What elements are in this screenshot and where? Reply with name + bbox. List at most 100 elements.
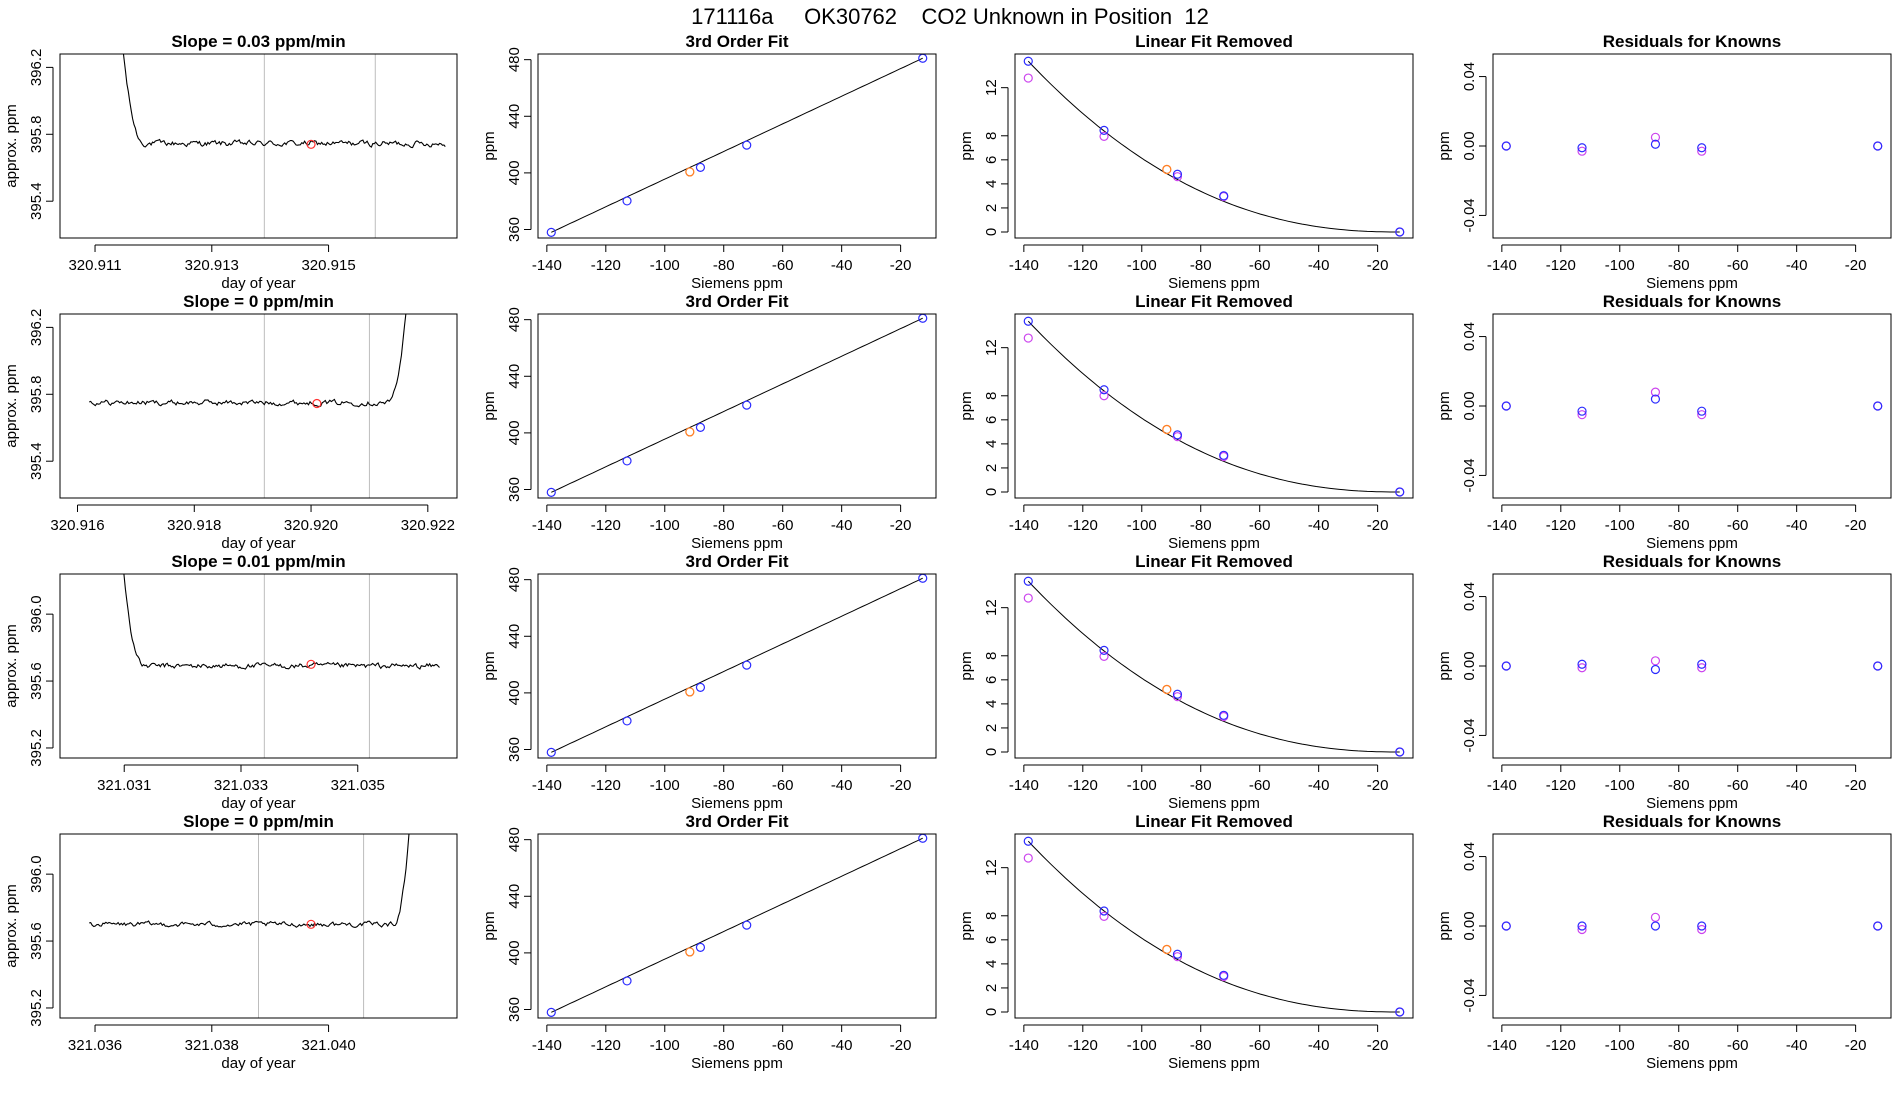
y-tick-label: -0.04 [1461, 978, 1478, 1012]
y-tick-label: 480 [506, 567, 523, 592]
plot-frame [1492, 573, 1892, 759]
x-tick-label: -20 [890, 517, 912, 534]
standard-point-blue [622, 196, 632, 206]
x-tick-label: -80 [713, 257, 735, 274]
unknown-point [685, 687, 695, 697]
standard-point-blue [1873, 921, 1883, 931]
x-axis-label: Siemens ppm [1646, 535, 1738, 552]
x-tick-label: -120 [1546, 777, 1576, 794]
y-tick-label: 8 [983, 652, 1000, 660]
standard-point-violet [1650, 132, 1661, 142]
x-tick-label: -20 [1367, 517, 1389, 534]
standard-point-blue [1219, 970, 1229, 980]
y-tick-label: 0.00 [1461, 131, 1478, 160]
y-axis-label: ppm [1436, 391, 1453, 420]
standard-point-blue [1219, 710, 1229, 720]
x-tick-label: 320.920 [284, 517, 338, 534]
standard-point-violet [1099, 911, 1109, 921]
standard-point-blue [918, 574, 928, 583]
x-tick-label: -60 [1249, 1037, 1271, 1054]
x-axis-label: Siemens ppm [1168, 275, 1260, 292]
standard-point-blue [1697, 143, 1707, 153]
y-axis-label: ppm [481, 391, 498, 420]
x-axis-label: Siemens ppm [691, 1055, 783, 1072]
x-tick-label: -80 [713, 1037, 735, 1054]
figure-title: 171116a OK30762 CO2 Unknown in Position … [691, 4, 1209, 29]
standard-point-blue [1873, 141, 1883, 151]
y-tick-label: 396.2 [28, 49, 45, 87]
plot-area [1023, 836, 1405, 1017]
x-tick-label: -80 [1190, 777, 1212, 794]
standard-point-violet [1577, 924, 1587, 935]
standard-point-blue [1577, 143, 1587, 153]
panel-3-3: Residuals for Knowns -140 -120 -100 -80 -60 -4… [1436, 812, 1892, 1072]
y-tick-label: 12 [983, 599, 1000, 616]
y-axis-label: ppm [481, 131, 498, 160]
x-tick-label: -120 [1546, 257, 1576, 274]
y-tick-label: 440 [506, 364, 523, 389]
plot-area [88, 314, 407, 498]
x-axis-label: Siemens ppm [1646, 1055, 1738, 1072]
unknown-point [1162, 424, 1172, 435]
x-tick-label: -100 [1127, 777, 1157, 794]
plot-frame [1492, 313, 1892, 499]
panel-0-2: Linear Fit Removed -140 -120 -100 -80 -60 -40 -… [958, 32, 1414, 292]
x-axis-label: Siemens ppm [691, 795, 783, 812]
x-tick-label: -40 [1786, 777, 1808, 794]
standard-point-blue [1577, 406, 1587, 416]
fit-curve [1027, 320, 1400, 493]
standard-point-blue [918, 834, 928, 843]
standard-point-blue [742, 400, 752, 410]
x-tick-label: -140 [532, 777, 562, 794]
panel-2-1: 3rd Order Fit -140 -120 -100 -80 -60 -40 -20 Sie… [481, 552, 937, 812]
panel-2-0: Slope = 0.01 ppm/min 321.031 321.033 321.03… [3, 552, 458, 812]
standard-point-violet [1577, 146, 1587, 156]
concentration-trace [88, 314, 407, 408]
panel-title: Residuals for Knowns [1603, 292, 1782, 311]
standard-point-blue [1650, 139, 1661, 149]
y-tick-label: 8 [983, 392, 1000, 400]
x-tick-label: 320.922 [401, 517, 455, 534]
standard-point-blue [1650, 664, 1661, 675]
x-tick-label: 321.038 [185, 1037, 239, 1054]
x-tick-label: -120 [591, 777, 621, 794]
x-tick-label: -120 [1546, 517, 1576, 534]
x-tick-label: -120 [1068, 1037, 1098, 1054]
y-tick-label: 400 [506, 680, 523, 705]
plot-area [546, 834, 928, 1017]
unknown-point [1162, 164, 1172, 175]
plot-frame [59, 833, 458, 1019]
plot-area [122, 54, 446, 238]
y-tick-label: 480 [506, 47, 523, 72]
y-tick-label: 0.04 [1461, 62, 1478, 91]
panel-title: Linear Fit Removed [1135, 552, 1293, 571]
x-axis-label: Siemens ppm [1168, 795, 1260, 812]
x-tick-label: -60 [1727, 1037, 1749, 1054]
x-tick-label: -20 [1367, 777, 1389, 794]
y-tick-label: 360 [506, 737, 523, 762]
x-tick-label: -60 [1249, 777, 1271, 794]
plot-frame [1014, 833, 1414, 1019]
x-tick-label: -120 [1068, 777, 1098, 794]
x-tick-label: -40 [1786, 517, 1808, 534]
x-tick-label: -20 [890, 257, 912, 274]
y-tick-label: 0.00 [1461, 651, 1478, 680]
panel-title: 3rd Order Fit [686, 292, 789, 311]
x-tick-label: 320.913 [185, 257, 239, 274]
standard-point-violet [1099, 131, 1109, 141]
x-tick-label: -140 [532, 517, 562, 534]
fit-curve [551, 837, 923, 1013]
panel-title: 3rd Order Fit [686, 812, 789, 831]
plot-frame [537, 833, 937, 1019]
plot-frame [1492, 833, 1892, 1019]
panel-0-0: Slope = 0.03 ppm/min 320.911 320.913 320.91… [3, 32, 458, 292]
x-tick-label: -120 [591, 1037, 621, 1054]
standard-point-violet [1697, 146, 1707, 156]
y-tick-label: 395.6 [28, 922, 45, 960]
standard-point-blue [1697, 406, 1707, 416]
x-axis-label: day of year [221, 1055, 295, 1072]
x-tick-label: -60 [772, 777, 794, 794]
fit-curve [551, 57, 923, 233]
standard-point-blue [546, 227, 556, 237]
x-tick-label: -140 [1009, 1037, 1039, 1054]
